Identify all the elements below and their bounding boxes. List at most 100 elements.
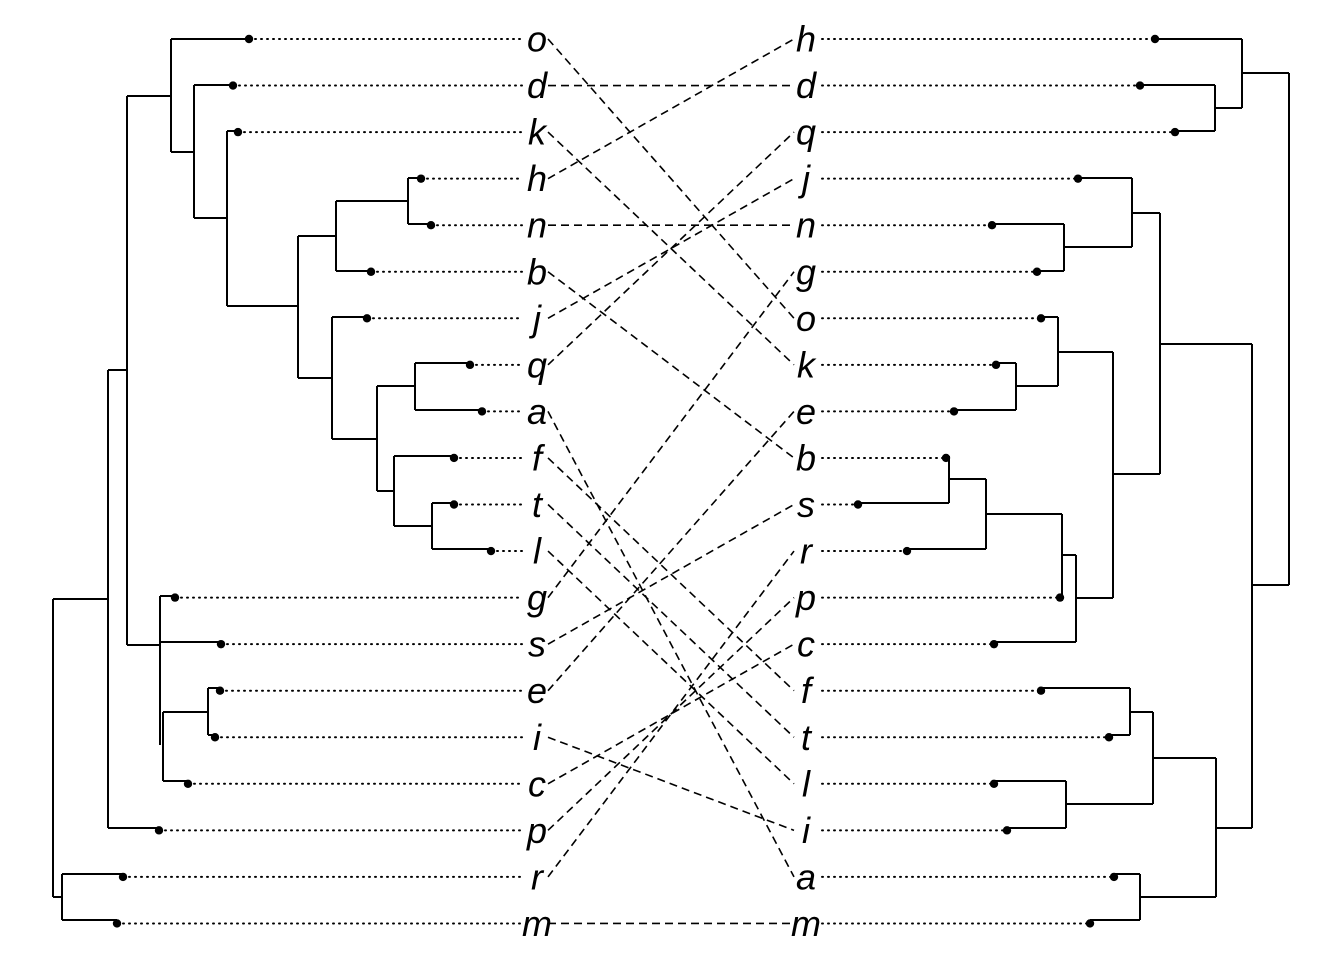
- left-leaf-label: t: [532, 484, 544, 525]
- right-leaf-point: [989, 779, 999, 788]
- left-leaf-label: b: [527, 251, 547, 292]
- left-leaf-point: [118, 872, 128, 882]
- connector-line: [547, 38, 795, 319]
- connector-line: [547, 411, 795, 878]
- left-leaf-label: m: [522, 903, 552, 944]
- left-leaf-point: [366, 267, 376, 276]
- left-leaf-label: f: [532, 437, 546, 478]
- right-dendrogram: [858, 38, 1290, 921]
- left-leaf-point: [449, 453, 459, 463]
- left-leaf-point: [486, 546, 496, 556]
- right-leaf-point: [941, 453, 951, 463]
- left-leaf-point: [362, 314, 372, 323]
- right-leaf-point: [1032, 267, 1042, 276]
- left-leaf-point: [215, 686, 225, 695]
- right-leaf-point: [949, 407, 959, 416]
- right-leaf-point: [902, 546, 912, 556]
- left-leaf-label: a: [527, 391, 547, 432]
- right-leaf-label: e: [796, 391, 816, 432]
- right-leaf-label: t: [801, 717, 813, 758]
- right-leaf-point: [987, 221, 997, 230]
- right-leaf-label: f: [801, 670, 815, 711]
- left-leaf-label: e: [527, 670, 547, 711]
- left-leaf-label: s: [528, 624, 546, 665]
- tangle-connectors: [547, 38, 795, 925]
- left-leaf-point: [244, 34, 254, 44]
- leaf-points: [112, 34, 1180, 928]
- right-leaf-label: a: [796, 856, 816, 897]
- right-leaf-point: [1085, 919, 1095, 928]
- connector-line: [547, 503, 795, 645]
- right-leaf-point: [1150, 34, 1160, 44]
- connector-line: [547, 597, 795, 831]
- connector-line: [547, 410, 795, 692]
- right-leaf-label: h: [796, 19, 816, 60]
- right-leaf-point: [1073, 174, 1083, 183]
- left-leaf-label: n: [527, 205, 547, 246]
- left-leaf-label: j: [528, 298, 542, 339]
- right-leaf-label: g: [796, 251, 816, 292]
- right-leaf-point: [1036, 314, 1046, 323]
- left-leaf-point: [112, 919, 122, 928]
- connector-line: [547, 550, 795, 785]
- right-leaf-point: [1002, 826, 1012, 835]
- left-leaf-point: [154, 826, 164, 835]
- leaf-guide-lines: [116, 38, 1176, 925]
- left-leaf-point: [465, 360, 475, 370]
- left-leaf-label: c: [528, 763, 546, 804]
- right-leaf-label: m: [791, 903, 821, 944]
- right-leaf-label: p: [795, 577, 816, 618]
- right-leaf-label: j: [797, 158, 811, 199]
- right-leaf-label: k: [797, 344, 817, 385]
- left-leaf-label: g: [527, 577, 547, 618]
- left-leaf-label: l: [533, 531, 542, 572]
- right-leaf-label: r: [800, 531, 814, 572]
- connector-line: [547, 271, 795, 459]
- right-leaf-label: l: [802, 763, 811, 804]
- right-leaf-point: [1036, 686, 1046, 695]
- right-leaf-point: [1170, 127, 1180, 137]
- connector-line: [547, 736, 795, 832]
- left-leaf-label: r: [531, 856, 545, 897]
- left-leaf-point: [416, 174, 426, 183]
- connector-line: [547, 177, 795, 319]
- connector-line: [547, 643, 795, 785]
- connector-line: [547, 38, 795, 180]
- right-leaf-label: d: [796, 65, 817, 106]
- right-leaf-point: [989, 639, 999, 649]
- left-leaf-label: k: [528, 112, 548, 153]
- left-leaf-label: i: [533, 717, 542, 758]
- left-leaf-point: [233, 127, 243, 137]
- left-leaf-point: [170, 593, 180, 602]
- right-leaf-point: [1055, 593, 1065, 602]
- right-leaf-label: b: [796, 437, 816, 478]
- left-leaf-point: [183, 779, 193, 788]
- right-leaf-point: [1109, 872, 1119, 882]
- left-leaf-label: h: [527, 158, 547, 199]
- right-leaf-label: c: [797, 624, 815, 665]
- left-leaf-point: [228, 81, 238, 90]
- right-leaf-label: o: [796, 298, 816, 339]
- left-leaf-label: o: [527, 19, 547, 60]
- left-leaf-label: d: [527, 65, 548, 106]
- left-leaf-point: [216, 639, 226, 649]
- right-leaf-point: [1135, 81, 1145, 90]
- right-leaf-label: s: [797, 484, 815, 525]
- left-leaf-label: q: [527, 344, 547, 385]
- left-leaf-point: [477, 407, 487, 416]
- right-leaf-label: n: [796, 205, 816, 246]
- connector-line: [547, 550, 795, 878]
- right-leaf-point: [1104, 733, 1114, 742]
- right-leaf-point: [991, 360, 1001, 370]
- left-leaf-point: [210, 733, 220, 742]
- connector-line: [547, 131, 795, 366]
- connector-line: [547, 457, 795, 692]
- connector-line: [547, 271, 795, 599]
- right-leaf-point: [853, 500, 863, 509]
- right-leaf-label: i: [802, 810, 811, 851]
- left-leaf-point: [426, 221, 436, 230]
- connector-line: [547, 503, 795, 738]
- left-leaf-point: [449, 500, 459, 509]
